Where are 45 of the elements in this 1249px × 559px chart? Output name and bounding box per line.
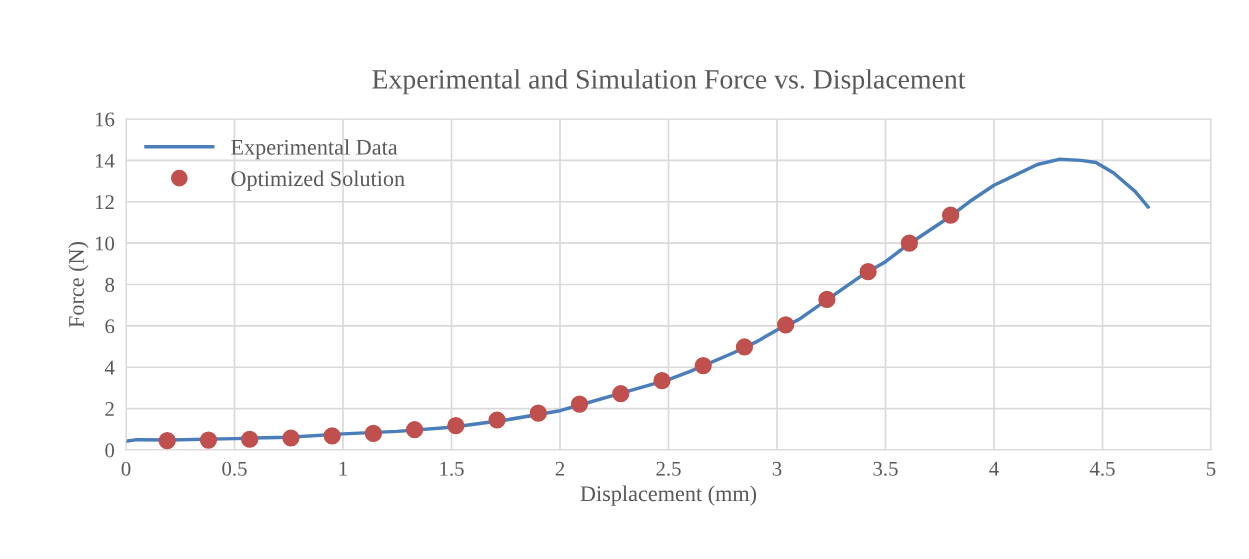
point [859, 263, 877, 281]
legend-label: Experimental Data [231, 139, 398, 160]
point [570, 395, 589, 413]
y-axis-title: Force (N) [68, 241, 89, 328]
point [447, 416, 465, 435]
x-tick-label: 3.5 [873, 461, 898, 476]
y-tick-label: 10 [95, 236, 115, 251]
y-tick-label: 12 [95, 195, 114, 209]
point [941, 206, 960, 224]
y-tick-label: 4 [104, 360, 115, 375]
x-tick-label: 1 [339, 461, 347, 476]
x-tick-label: 1.5 [440, 461, 464, 476]
y-tick-label: 14 [95, 153, 115, 168]
point [735, 338, 754, 356]
point [612, 385, 630, 403]
y-tick-label: 0 [105, 443, 115, 458]
point [405, 421, 424, 439]
x-tick-label: 0.5 [222, 461, 247, 476]
x-tick-label: 5 [1207, 461, 1216, 476]
point [364, 424, 382, 443]
point [529, 404, 547, 422]
y-tick-label: 2 [105, 402, 114, 416]
point [199, 431, 218, 449]
point [900, 234, 918, 252]
point [653, 372, 671, 390]
y-tick-label: 8 [105, 277, 115, 292]
point [323, 427, 341, 445]
point [818, 290, 836, 309]
y-tick-label: 6 [105, 319, 115, 334]
x-tick-label: 2.5 [656, 461, 681, 476]
y-tick-label: 16 [95, 112, 115, 127]
x-tick-label: 3 [772, 461, 782, 476]
point [777, 316, 795, 334]
point [694, 356, 712, 375]
legend-label: Optimized Solution [231, 170, 405, 191]
x-tick-label: 4 [989, 461, 999, 476]
x-tick-label: 4.5 [1089, 461, 1115, 476]
x-tick-label: 0 [121, 461, 131, 476]
point [158, 432, 176, 450]
chart-title: Experimental and Simulation Force vs. Displacement [372, 69, 966, 95]
point [488, 411, 506, 429]
point [282, 429, 300, 447]
x-axis-title: Displacement (mm) [580, 485, 757, 506]
x-tick-label: 2 [555, 461, 565, 476]
point [241, 430, 259, 448]
